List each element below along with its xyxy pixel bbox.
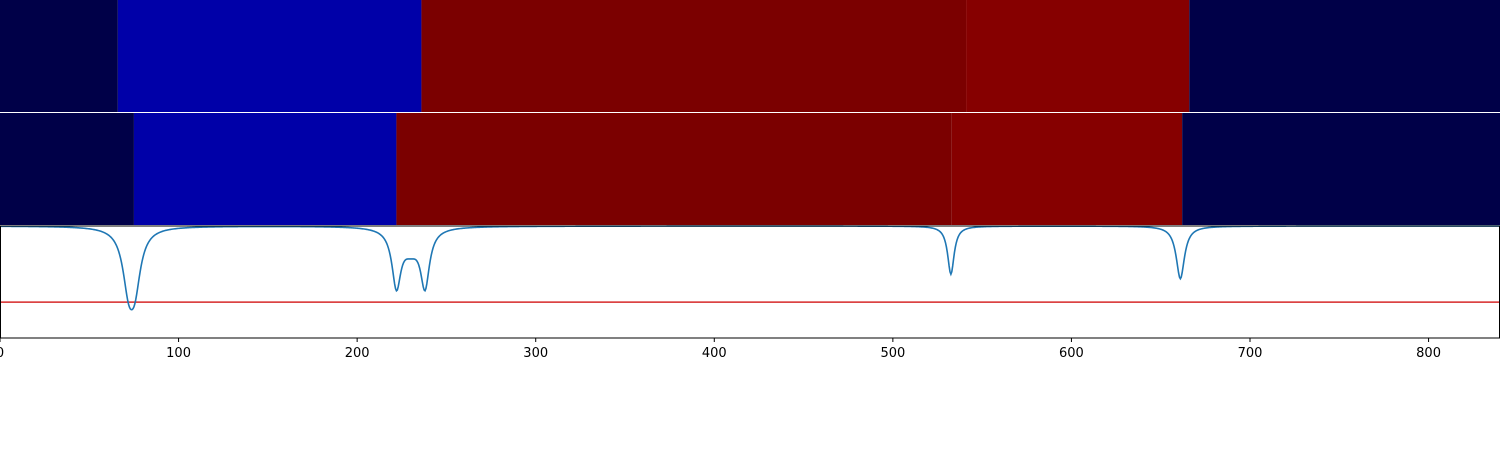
heatmap-cell-row0-seg1 (117, 0, 422, 112)
x-tick-label-2: 200 (345, 346, 370, 361)
heatmap-cell-row0-seg3 (966, 0, 1190, 112)
x-tick-label-6: 600 (1059, 346, 1084, 361)
heatmap-rows (0, 0, 1500, 225)
x-tick-label-1: 100 (166, 346, 191, 361)
heatmap-cell-row1-seg2 (396, 113, 952, 225)
heatmap-cell-row1-seg4 (1182, 113, 1500, 225)
row-separator (0, 112, 1500, 113)
x-tick-label-4: 400 (702, 346, 727, 361)
x-tick-label-5: 500 (880, 346, 905, 361)
heatmap-cell-row0-seg2 (421, 0, 967, 112)
heatmap-cell-row1-seg1 (133, 113, 397, 225)
heatmap-cell-row0-seg0 (0, 0, 118, 112)
x-tick-label-8: 800 (1416, 346, 1441, 361)
x-tick-label-7: 700 (1238, 346, 1263, 361)
heatmap-cell-row1-seg3 (951, 113, 1183, 225)
heatmap-cell-row0-seg4 (1189, 0, 1500, 112)
plot-frame (0, 225, 1500, 339)
signal-panel (0, 225, 1500, 311)
x-tick-label-3: 300 (523, 346, 548, 361)
x-axis: 0 100 200 300 400 500 600 700 800 (0, 338, 1441, 361)
heatmap-cell-row1-seg0 (0, 113, 134, 225)
x-tick-label-0: 0 (0, 346, 4, 361)
signal-series-line (0, 225, 1500, 311)
